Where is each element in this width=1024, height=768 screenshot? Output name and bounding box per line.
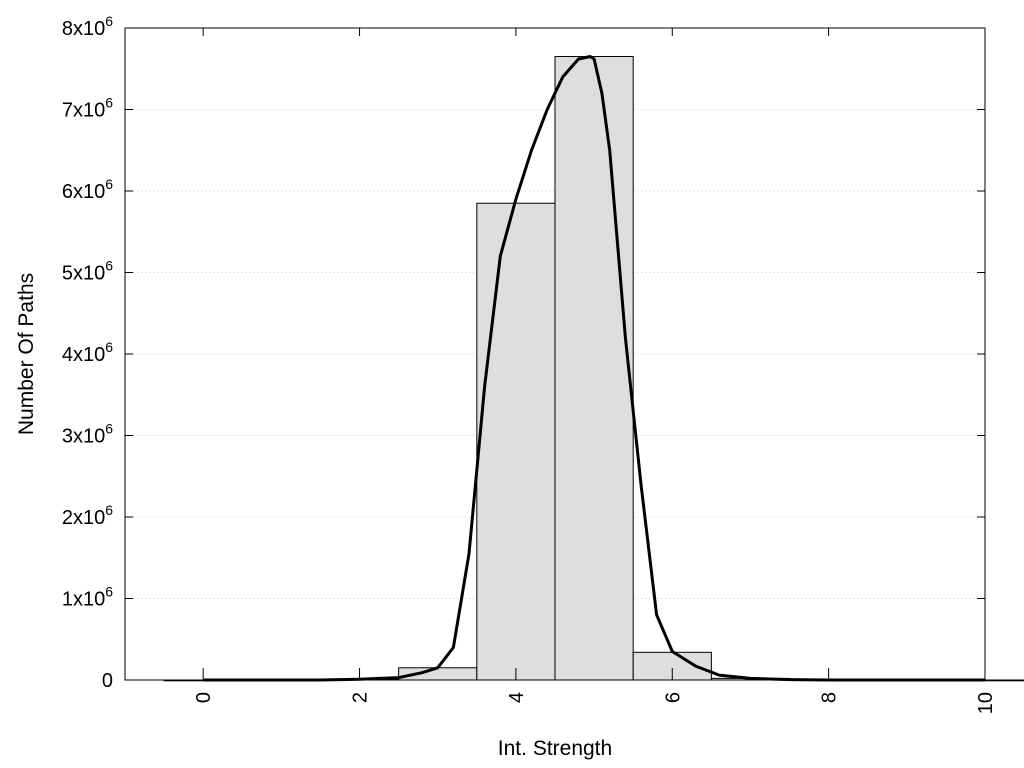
x-tick-label: 0: [193, 692, 215, 703]
y-tick-label: 2x106: [62, 502, 113, 529]
histogram-bar: [476, 202, 556, 681]
y-tick-label: 8x106: [62, 13, 113, 40]
y-axis-title: Number Of Paths: [15, 273, 38, 435]
fit-curve-layer: [203, 55, 985, 682]
histogram-bar: [554, 56, 634, 681]
y-tick-label: 1x106: [62, 584, 113, 611]
x-axis-title: Int. Strength: [498, 737, 612, 760]
grid-lines: [125, 109, 985, 599]
y-tick-label: 7x106: [62, 95, 113, 122]
y-tick-label: 3x106: [62, 421, 113, 448]
histogram-bars: [163, 56, 1024, 682]
x-tick-label: 8: [819, 692, 841, 703]
axis-ticks: 0 1x106 2x106 3x106 4x106 5x106 6x106 7x106 8x10…: [62, 13, 997, 714]
y-tick-label: 0: [102, 670, 113, 692]
x-tick-label: 2: [350, 692, 372, 703]
fit-curve: [203, 55, 985, 682]
x-tick-label: 4: [506, 692, 528, 703]
x-tick-label: 6: [662, 692, 684, 703]
y-tick-label: 6x106: [62, 176, 113, 203]
x-tick-label: 10: [975, 692, 997, 714]
y-tick-label: 5x106: [62, 258, 113, 285]
y-tick-label: 4x106: [62, 339, 113, 366]
